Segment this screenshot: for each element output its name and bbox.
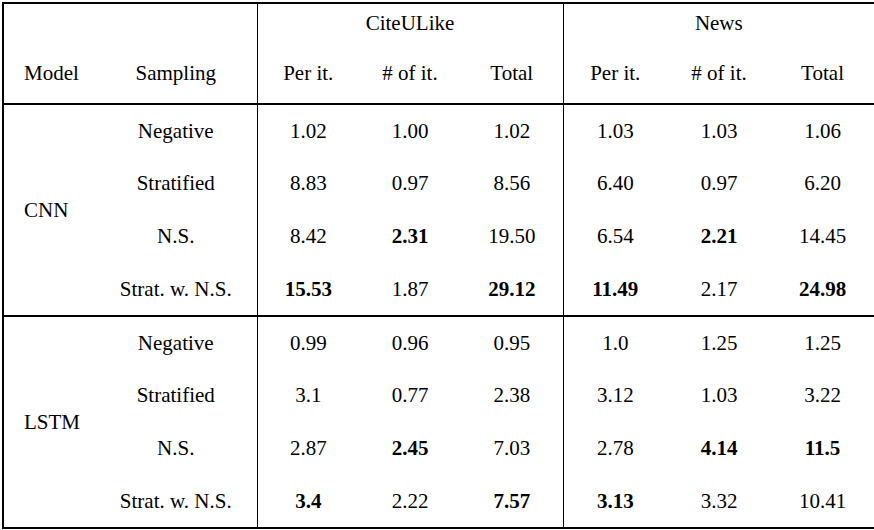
metric-cell: 8.42 — [257, 210, 359, 263]
metric-cell: 10.41 — [771, 475, 874, 528]
model-group-lstm: LSTM Negative 0.99 0.96 0.95 1.0 1.25 1.… — [3, 316, 874, 528]
metric-cell: 2.38 — [461, 369, 563, 422]
metric-cell: 1.03 — [563, 104, 667, 157]
table-row: Stratified 3.1 0.77 2.38 3.12 1.03 3.22 — [3, 369, 874, 422]
row-label-model: CNN — [3, 104, 95, 316]
metric-cell: 2.22 — [359, 475, 461, 528]
metric-cell: 29.12 — [461, 263, 563, 316]
metric-cell: 6.54 — [563, 210, 667, 263]
table-row: N.S. 8.42 2.31 19.50 6.54 2.21 14.45 — [3, 210, 874, 263]
metric-cell: 2.87 — [257, 422, 359, 475]
column-header-model: Model — [3, 43, 95, 104]
metric-cell: 0.95 — [461, 316, 563, 369]
metric-cell: 1.87 — [359, 263, 461, 316]
metric-cell: 8.56 — [461, 157, 563, 210]
column-header-per-it: Per it. — [563, 43, 667, 104]
metric-cell: 4.14 — [667, 422, 771, 475]
metric-cell: 14.45 — [771, 210, 874, 263]
dataset-header-citeulike: CiteULike — [257, 3, 563, 43]
metric-cell: 1.02 — [461, 104, 563, 157]
metric-cell: 0.96 — [359, 316, 461, 369]
metric-cell: 1.25 — [771, 316, 874, 369]
row-label-model: LSTM — [3, 316, 95, 528]
metric-cell: 1.03 — [667, 369, 771, 422]
row-label-sampling: N.S. — [95, 210, 257, 263]
metric-cell: 3.22 — [771, 369, 874, 422]
metric-cell: 15.53 — [257, 263, 359, 316]
column-header-total: Total — [461, 43, 563, 104]
metric-cell: 1.00 — [359, 104, 461, 157]
metric-cell: 1.02 — [257, 104, 359, 157]
column-header-num-it: # of it. — [667, 43, 771, 104]
metric-cell: 1.03 — [667, 104, 771, 157]
metric-cell: 2.45 — [359, 422, 461, 475]
dataset-header-news: News — [563, 3, 874, 43]
column-header-sampling: Sampling — [95, 43, 257, 104]
metric-cell: 2.17 — [667, 263, 771, 316]
row-label-sampling: Stratified — [95, 369, 257, 422]
metric-cell: 3.12 — [563, 369, 667, 422]
row-label-sampling: N.S. — [95, 422, 257, 475]
table-row: Stratified 8.83 0.97 8.56 6.40 0.97 6.20 — [3, 157, 874, 210]
column-header-num-it: # of it. — [359, 43, 461, 104]
metric-cell: 11.49 — [563, 263, 667, 316]
metric-cell: 2.31 — [359, 210, 461, 263]
metric-cell: 8.83 — [257, 157, 359, 210]
row-label-sampling: Strat. w. N.S. — [95, 263, 257, 316]
table-row: Strat. w. N.S. 3.4 2.22 7.57 3.13 3.32 1… — [3, 475, 874, 528]
header-spacer — [3, 3, 257, 43]
metric-cell: 11.5 — [771, 422, 874, 475]
metric-cell: 3.1 — [257, 369, 359, 422]
metric-cell: 2.21 — [667, 210, 771, 263]
table-row: N.S. 2.87 2.45 7.03 2.78 4.14 11.5 — [3, 422, 874, 475]
metric-cell: 7.03 — [461, 422, 563, 475]
table-row: CNN Negative 1.02 1.00 1.02 1.03 1.03 1.… — [3, 104, 874, 157]
results-table: CiteULike News Model Sampling Per it. # … — [2, 2, 874, 529]
metric-cell: 3.4 — [257, 475, 359, 528]
metric-cell: 6.20 — [771, 157, 874, 210]
metric-cell: 2.78 — [563, 422, 667, 475]
row-label-sampling: Negative — [95, 316, 257, 369]
column-header-total: Total — [771, 43, 874, 104]
row-label-sampling: Strat. w. N.S. — [95, 475, 257, 528]
metric-cell: 7.57 — [461, 475, 563, 528]
table-row: LSTM Negative 0.99 0.96 0.95 1.0 1.25 1.… — [3, 316, 874, 369]
metric-cell: 1.06 — [771, 104, 874, 157]
metric-cell: 0.97 — [359, 157, 461, 210]
metric-cell: 19.50 — [461, 210, 563, 263]
metric-cell: 0.77 — [359, 369, 461, 422]
row-label-sampling: Negative — [95, 104, 257, 157]
metric-cell: 6.40 — [563, 157, 667, 210]
metric-cell: 1.25 — [667, 316, 771, 369]
table-header: CiteULike News Model Sampling Per it. # … — [3, 3, 874, 104]
metric-cell: 24.98 — [771, 263, 874, 316]
metric-cell: 0.99 — [257, 316, 359, 369]
row-label-sampling: Stratified — [95, 157, 257, 210]
metric-cell: 3.13 — [563, 475, 667, 528]
table-row: Strat. w. N.S. 15.53 1.87 29.12 11.49 2.… — [3, 263, 874, 316]
metric-cell: 1.0 — [563, 316, 667, 369]
metric-cell: 0.97 — [667, 157, 771, 210]
column-header-per-it: Per it. — [257, 43, 359, 104]
metric-cell: 3.32 — [667, 475, 771, 528]
model-group-cnn: CNN Negative 1.02 1.00 1.02 1.03 1.03 1.… — [3, 104, 874, 316]
